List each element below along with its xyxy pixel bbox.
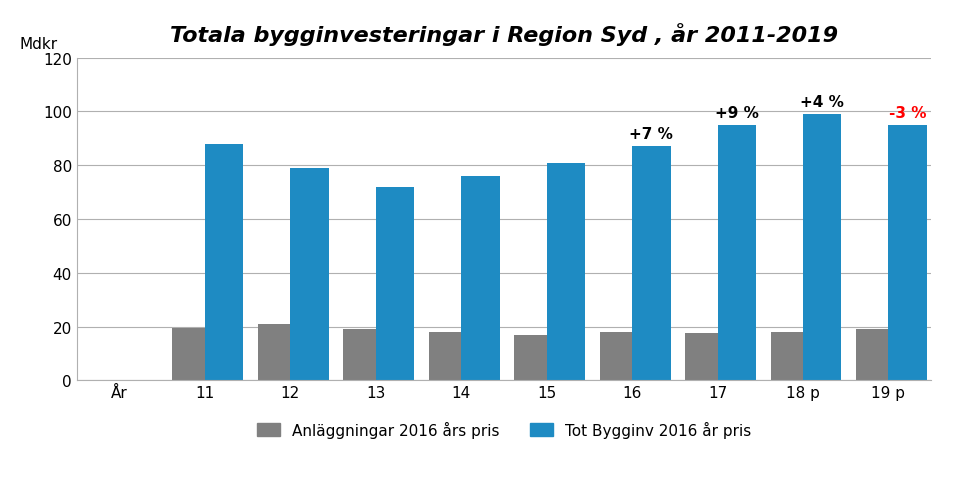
Text: +4 %: +4 % xyxy=(801,95,844,109)
Title: Totala bygginvesteringar i Region Syd , år 2011-2019: Totala bygginvesteringar i Region Syd , … xyxy=(170,23,838,46)
Bar xyxy=(429,332,461,381)
Bar xyxy=(717,126,756,381)
Bar xyxy=(344,330,375,381)
Bar xyxy=(771,332,803,381)
Text: +9 %: +9 % xyxy=(715,105,758,121)
Bar xyxy=(204,144,244,381)
Bar xyxy=(258,325,290,381)
Bar xyxy=(461,177,500,381)
Bar xyxy=(632,147,671,381)
Bar xyxy=(547,163,586,381)
Bar xyxy=(173,328,204,381)
Bar xyxy=(515,335,547,381)
Bar xyxy=(889,126,927,381)
Legend: Anläggningar 2016 års pris, Tot Bygginv 2016 år pris: Anläggningar 2016 års pris, Tot Bygginv … xyxy=(251,415,757,444)
Bar xyxy=(803,115,842,381)
Bar xyxy=(375,187,415,381)
Bar xyxy=(685,334,717,381)
Bar xyxy=(290,169,329,381)
Bar xyxy=(856,330,889,381)
Bar xyxy=(600,332,632,381)
Text: +7 %: +7 % xyxy=(630,127,673,142)
Y-axis label: Mdkr: Mdkr xyxy=(19,37,58,52)
Text: -3 %: -3 % xyxy=(889,105,926,121)
